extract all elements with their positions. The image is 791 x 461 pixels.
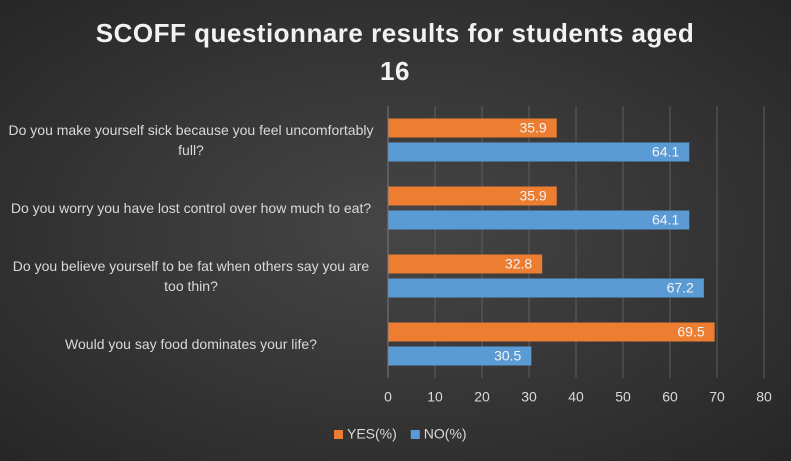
x-tick-label: 10 <box>427 389 443 405</box>
legend-swatch <box>334 430 343 439</box>
bar <box>388 322 715 342</box>
y-tick-label: Do you believe yourself to be fat when o… <box>12 258 370 294</box>
bar <box>388 118 557 138</box>
bar <box>388 346 532 366</box>
bar <box>388 186 557 206</box>
x-tick-label: 80 <box>756 389 772 405</box>
y-tick-label: Would you say food dominates your life? <box>65 336 317 352</box>
data-label: 67.2 <box>667 280 694 296</box>
x-tick-label: 40 <box>568 389 584 405</box>
bar <box>388 142 690 162</box>
bar <box>388 210 690 230</box>
data-label: 30.5 <box>494 348 521 364</box>
x-tick-label: 70 <box>709 389 725 405</box>
legend-swatch <box>410 430 420 439</box>
x-tick-label: 50 <box>615 389 631 405</box>
y-tick-label: Do you make yourself sick because you fe… <box>8 122 374 158</box>
data-label: 32.8 <box>505 256 532 272</box>
legend-label: YES(%) <box>347 426 397 442</box>
data-label: 35.9 <box>519 188 546 204</box>
data-label: 69.5 <box>677 324 704 340</box>
data-label: 64.1 <box>652 212 679 228</box>
bar <box>388 254 543 274</box>
bar <box>388 278 704 298</box>
legend-label: NO(%) <box>424 426 467 442</box>
data-label: 35.9 <box>519 120 546 136</box>
x-tick-label: 0 <box>384 389 392 405</box>
x-tick-label: 60 <box>662 389 678 405</box>
x-tick-label: 20 <box>474 389 490 405</box>
data-label: 64.1 <box>652 144 679 160</box>
x-tick-label: 30 <box>521 389 537 405</box>
y-tick-label: Do you worry you have lost control over … <box>10 200 372 216</box>
chart-title: SCOFF questionnare results for students … <box>95 18 695 86</box>
